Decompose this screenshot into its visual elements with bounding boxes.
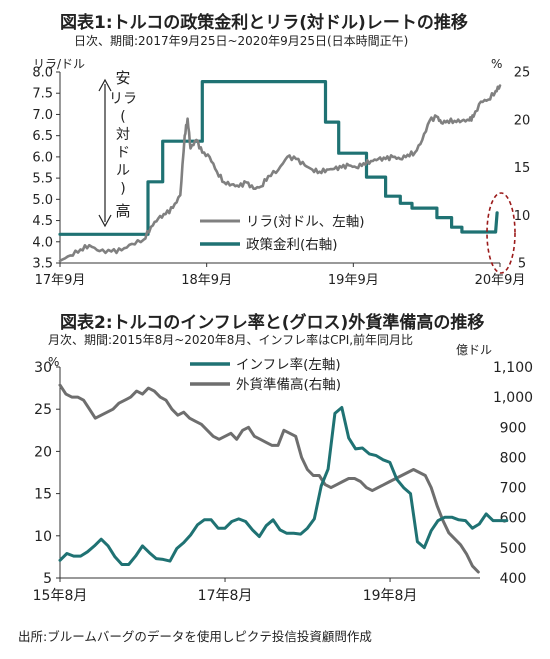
chart2-x-tick-label: 19年8月 xyxy=(363,588,418,604)
chart2-reserves-line xyxy=(58,383,480,574)
annotation-char: リラ xyxy=(109,91,137,107)
highlight-dashed-circle xyxy=(486,192,516,274)
chart2-x-tick-label: 15年8月 xyxy=(33,588,88,604)
chart2-left-tick-label: 30 xyxy=(34,360,52,376)
chart1-left-tick-label: 8.0 xyxy=(32,66,53,81)
chart1-left-tick-label: 5.0 xyxy=(32,193,53,208)
chart1-left-tick-label: 7.0 xyxy=(32,108,53,123)
chart1-right-tick-label: 5 xyxy=(518,257,526,272)
chart2-left-unit: % xyxy=(48,355,59,369)
chart1-right-unit: % xyxy=(491,57,502,71)
source-note: 出所:ブルームバーグのデータを使用しピクテ投信投資顧問作成 xyxy=(18,629,372,644)
annotation-arrow-up-head xyxy=(98,78,112,92)
annotation-char: ( xyxy=(120,109,125,125)
chart2-legend-inflation-label: インフレ率(左軸) xyxy=(236,356,341,373)
chart1-x-tick-label: 17年9月 xyxy=(35,273,86,288)
chart2-right-tick-label: 800 xyxy=(500,450,527,466)
chart2-left-tick-label: 20 xyxy=(34,444,52,460)
chart2-right-tick-label: 1,100 xyxy=(493,360,533,376)
chart2-left-tick-label: 10 xyxy=(34,529,52,545)
chart1-policy-rate-line xyxy=(58,80,499,236)
chart1-right-tick-label: 25 xyxy=(514,66,531,81)
annotation-char: ド xyxy=(116,145,130,161)
chart2-right-tick-label: 600 xyxy=(500,511,527,527)
chart1-left-unit: リラ/ドル xyxy=(33,57,85,71)
chart1-subtitle: 日次、期間:2017年9月25日~2020年9月25日(日本時間正午) xyxy=(74,34,409,48)
chart1-right-tick-label: 10 xyxy=(514,209,531,224)
chart1-left-tick-label: 5.5 xyxy=(32,172,53,187)
chart1-x-tick-label: 20年9月 xyxy=(475,273,526,288)
chart1-right-tick-label: 15 xyxy=(514,161,531,176)
chart2-right-tick-label: 700 xyxy=(500,481,527,497)
chart1-left-tick-label: 4.0 xyxy=(32,235,53,250)
chart2-title: 図表2:トルコのインフレ率と(グロス)外貨準備高の推移 xyxy=(60,313,485,333)
chart2-left-tick-label: 15 xyxy=(34,487,52,503)
chart2-left-tick-label: 5 xyxy=(43,571,52,587)
annotation-arrow-down-head xyxy=(98,214,112,228)
chart1-legend-lira-label: リラ(対ドル、左軸) xyxy=(246,214,365,230)
annotation-char: 高 xyxy=(115,202,130,220)
chart1-left-tick-label: 6.5 xyxy=(32,129,53,144)
chart1-right-tick-label: 20 xyxy=(514,113,531,128)
chart2-left-tick-label: 25 xyxy=(34,402,52,418)
chart2-legend-reserves-label: 外貨準備高(右軸) xyxy=(236,376,341,393)
annotation-char: 対 xyxy=(116,127,130,143)
chart1-x-tick-label: 19年9月 xyxy=(328,273,379,288)
chart1-left-tick-label: 4.5 xyxy=(32,214,53,229)
chart2-subtitle: 月次、期間:2015年8月~2020年8月、インフレ率はCPI,前年同月比 xyxy=(48,333,414,347)
chart2-right-tick-label: 400 xyxy=(500,571,527,587)
chart1-legend-policy-label: 政策金利(右軸) xyxy=(246,236,338,253)
chart2-right-tick-label: 1,000 xyxy=(493,390,533,406)
chart1-left-tick-label: 7.5 xyxy=(32,87,53,102)
annotation-char: 安 xyxy=(115,69,130,87)
chart1-left-tick-label: 3.5 xyxy=(32,257,53,272)
chart1-title: 図表1:トルコの政策金利とリラ(対ドル)レートの推移 xyxy=(60,13,468,33)
annotation-char: ル xyxy=(116,163,130,179)
annotation-char: ) xyxy=(120,181,125,197)
chart2-right-tick-label: 900 xyxy=(500,420,527,436)
chart1-lira-line xyxy=(58,84,502,263)
chart1-x-tick-label: 18年9月 xyxy=(181,273,232,288)
chart2-inflation-line xyxy=(58,406,509,566)
chart2-right-unit: 億ドル xyxy=(456,343,492,357)
chart2-right-tick-label: 500 xyxy=(500,541,527,557)
chart1-left-tick-label: 6.0 xyxy=(32,150,53,165)
chart2-x-tick-label: 17年8月 xyxy=(198,588,253,604)
